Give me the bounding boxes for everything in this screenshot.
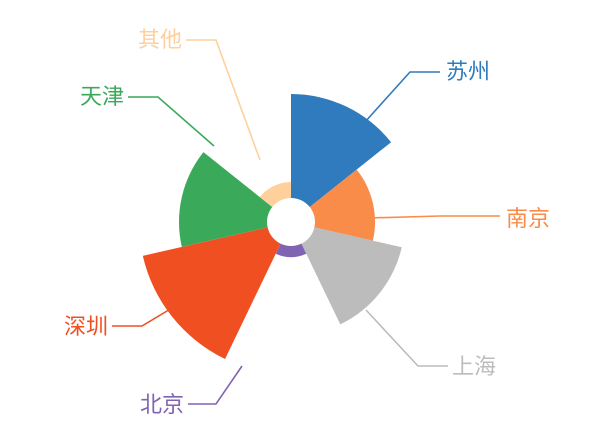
label-leader-line (367, 215, 500, 219)
rose-slice[interactable] (301, 227, 402, 325)
rose-slice[interactable] (275, 243, 307, 258)
slice-label: 苏州 (446, 60, 490, 85)
slice-label: 北京 (140, 393, 184, 418)
label-leader-line (112, 307, 173, 327)
slice-label: 其他 (138, 28, 182, 53)
rose-slice[interactable] (309, 169, 375, 241)
rose-slice[interactable] (291, 94, 392, 208)
label-leader-line (365, 309, 448, 367)
rose-slice[interactable] (179, 152, 273, 247)
slice-label: 南京 (506, 207, 550, 232)
label-leader-line (364, 71, 440, 123)
label-leader-line (186, 39, 261, 161)
rose-slice[interactable] (142, 227, 281, 359)
label-leader-line (188, 365, 243, 405)
label-leader-line (128, 96, 215, 147)
slice-label: 深圳 (64, 315, 108, 340)
rose-slice[interactable] (259, 182, 291, 208)
slice-label: 上海 (452, 355, 496, 380)
slice-label: 天津 (80, 85, 124, 110)
slices (142, 94, 402, 359)
